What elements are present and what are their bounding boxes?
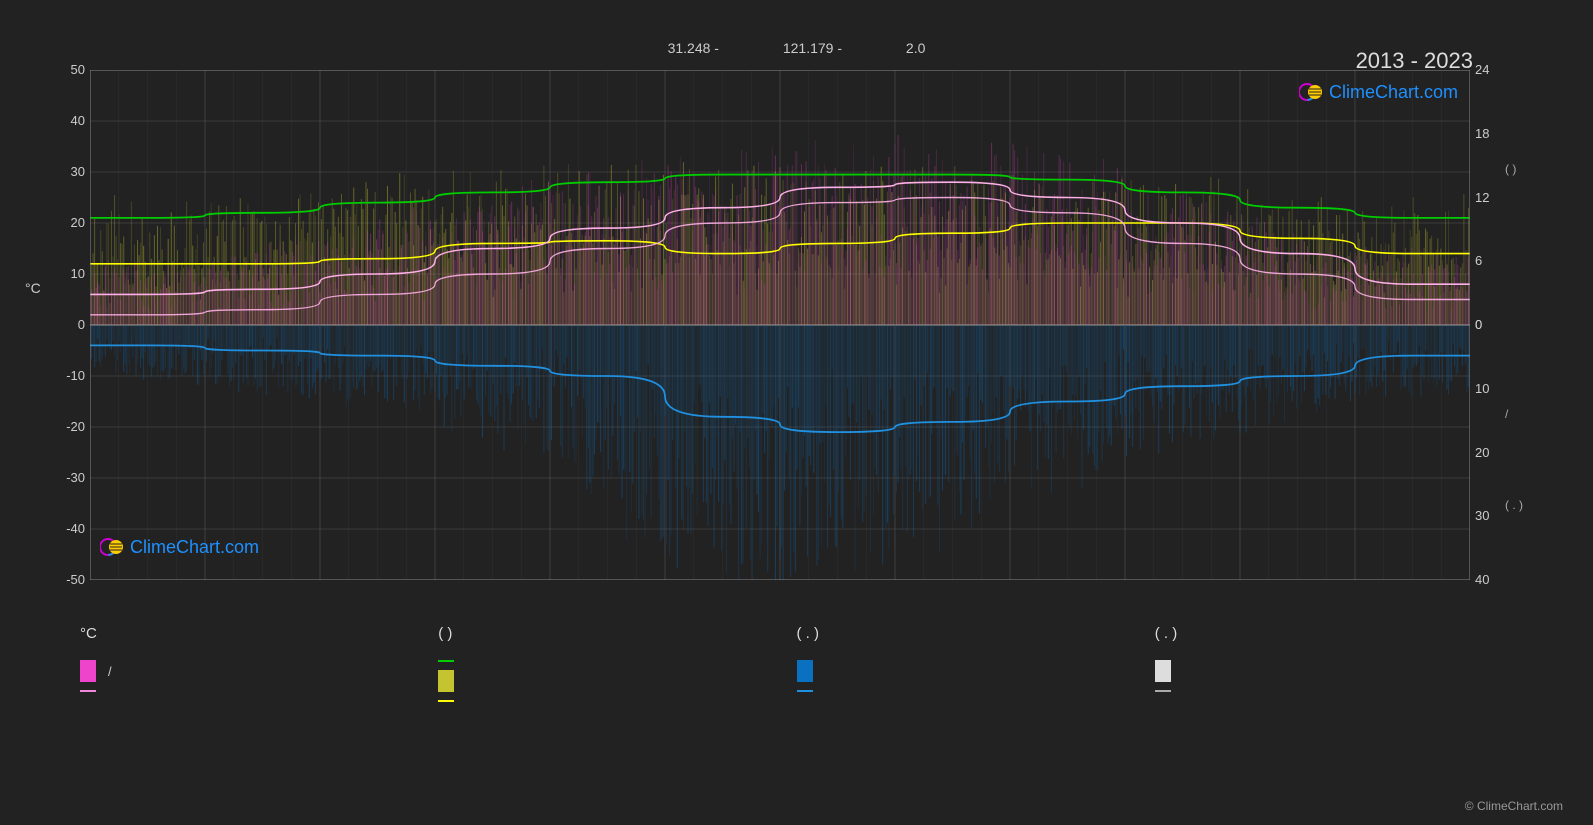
legend-col-temp: °C / (80, 625, 438, 710)
y-tick-right: 30 (1475, 508, 1489, 523)
legend-col-sun: ( ) (438, 625, 796, 710)
legend-item (797, 690, 1155, 692)
legend-header: ( . ) (1155, 625, 1513, 642)
legend-col-snow: ( . ) (1155, 625, 1513, 710)
brand-text: ClimeChart.com (130, 537, 259, 558)
lon-value: 121.179 - (783, 40, 842, 56)
y-tick-right: 12 (1475, 190, 1489, 205)
legend-swatch (80, 690, 96, 692)
brand-logo-bottom: ClimeChart.com (100, 535, 259, 559)
legend-header: °C (80, 625, 438, 642)
y-tick-right: 0 (1475, 317, 1482, 332)
y-tick-left: -30 (55, 470, 85, 485)
y-axis-left-label: °C (25, 280, 41, 296)
legend-swatch (438, 700, 454, 702)
legend-swatch (1155, 690, 1171, 692)
legend-swatch (797, 690, 813, 692)
y-tick-left: 50 (55, 62, 85, 77)
legend-swatch (438, 670, 454, 692)
logo-icon (100, 535, 124, 559)
legend-label: / (108, 664, 112, 679)
y-tick-left: 10 (55, 266, 85, 281)
y-tick-left: 40 (55, 113, 85, 128)
legend-swatch (80, 660, 96, 682)
legend-item (438, 660, 796, 662)
legend-header: ( . ) (797, 625, 1155, 642)
y-tick-right: 10 (1475, 381, 1489, 396)
y-tick-right: 18 (1475, 126, 1489, 141)
elev-value: 2.0 (906, 40, 925, 56)
y-tick-right: 40 (1475, 572, 1489, 587)
brand-text: ClimeChart.com (1329, 82, 1458, 103)
legend-item (438, 670, 796, 692)
lat-value: 31.248 - (668, 40, 719, 56)
y-tick-left: 20 (55, 215, 85, 230)
y-tick-left: -20 (55, 419, 85, 434)
y-tick-left: 30 (55, 164, 85, 179)
climate-chart (90, 70, 1470, 580)
legend-item: / (80, 660, 438, 682)
legend-item (1155, 690, 1513, 692)
legend: °C / ( ) ( . ) ( . ) (80, 625, 1513, 710)
y-tick-right: 20 (1475, 445, 1489, 460)
brand-logo-top: ClimeChart.com (1299, 80, 1458, 104)
y-tick-left: -40 (55, 521, 85, 536)
y-axis-right-unit: ( ) (1505, 162, 1516, 176)
legend-swatch (797, 660, 813, 682)
legend-header: ( ) (438, 625, 796, 642)
copyright: © ClimeChart.com (1465, 799, 1563, 813)
legend-item (1155, 660, 1513, 682)
legend-col-precip: ( . ) (797, 625, 1155, 710)
legend-item (797, 660, 1155, 682)
y-tick-left: -50 (55, 572, 85, 587)
y-tick-left: 0 (55, 317, 85, 332)
legend-item (80, 690, 438, 692)
legend-item (438, 700, 796, 702)
logo-icon (1299, 80, 1323, 104)
legend-swatch (438, 660, 454, 662)
y-axis-right-unit: ( . ) (1505, 498, 1523, 512)
y-tick-right: 24 (1475, 62, 1489, 77)
legend-swatch (1155, 660, 1171, 682)
y-axis-right-unit: / (1505, 407, 1508, 421)
y-tick-right: 6 (1475, 253, 1482, 268)
header-coords: 31.248 - 121.179 - 2.0 (0, 40, 1593, 56)
y-tick-left: -10 (55, 368, 85, 383)
